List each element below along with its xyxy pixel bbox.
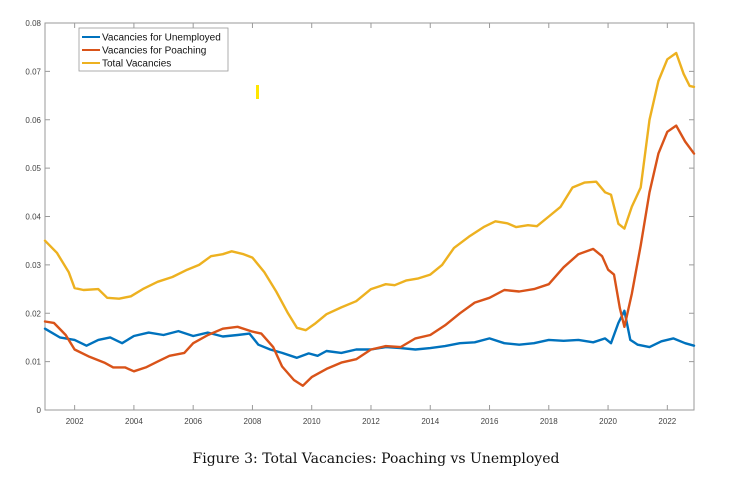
series-line-total-vacancies — [43, 51, 696, 332]
legend-label: Total Vacancies — [102, 59, 171, 70]
x-tick-label: 2008 — [244, 417, 262, 426]
plot-area — [44, 22, 695, 411]
series-line-vacancies-for-poaching — [43, 124, 696, 387]
legend-label: Vacancies for Poaching — [102, 46, 206, 57]
y-axis: 0 0.01 0.02 0.03 0.04 0.05 0.06 0.07 0.08 — [25, 19, 694, 415]
y-tick-label: 0.08 — [25, 19, 41, 28]
series-lines — [43, 51, 696, 387]
x-tick-label: 2006 — [184, 417, 202, 426]
x-tick-label: 2022 — [658, 417, 676, 426]
line-chart: 2002 2004 2006 2008 2010 2012 2014 2016 2018 2020… — [25, 19, 696, 426]
x-tick-label: 2014 — [421, 417, 439, 426]
x-tick-label: 2002 — [66, 417, 84, 426]
legend: Vacancies for Unemployed Vacancies for Po… — [78, 27, 229, 72]
y-tick-label: 0.05 — [25, 164, 41, 173]
legend-label: Vacancies for Unemployed — [102, 33, 221, 44]
legend-box — [78, 27, 229, 72]
x-tick-label: 2020 — [599, 417, 617, 426]
x-tick-label: 2012 — [362, 417, 380, 426]
y-tick-label: 0.02 — [25, 309, 41, 318]
y-tick-label: 0.04 — [25, 213, 41, 222]
y-tick-label: 0.03 — [25, 261, 41, 270]
figure-caption: Figure 3: Total Vacancies: Poaching vs U… — [192, 451, 560, 467]
y-tick-label: 0 — [37, 406, 42, 415]
x-tick-label: 2016 — [481, 417, 499, 426]
x-tick-label: 2004 — [125, 417, 143, 426]
yellow-marker — [256, 85, 259, 99]
y-tick-label: 0.07 — [25, 67, 41, 76]
y-tick-label: 0.01 — [25, 358, 41, 367]
x-axis: 2002 2004 2006 2008 2010 2012 2014 2016 2018 2020… — [66, 23, 677, 426]
x-tick-label: 2010 — [303, 417, 321, 426]
x-tick-label: 2018 — [540, 417, 558, 426]
y-tick-label: 0.06 — [25, 116, 41, 125]
